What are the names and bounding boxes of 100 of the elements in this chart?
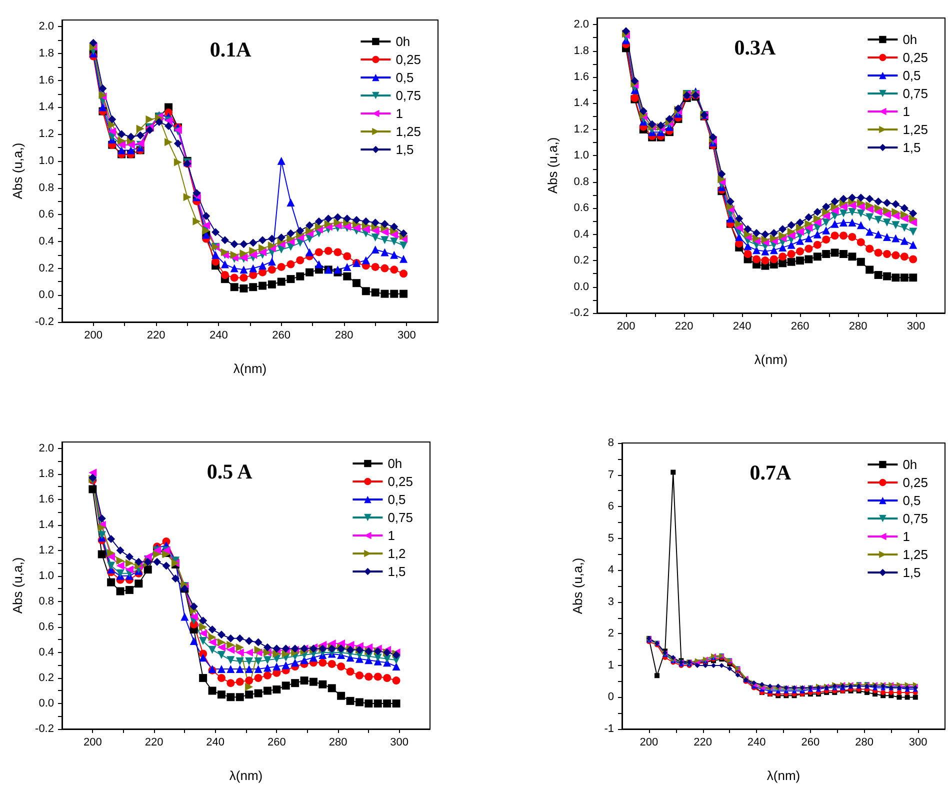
- x-axis-title: λ(nm): [233, 361, 267, 376]
- legend-label: 0,5: [396, 70, 414, 85]
- x-tick-label: 220: [674, 320, 694, 332]
- legend-label: 0h: [902, 457, 918, 472]
- legend-label: 0,75: [902, 86, 928, 101]
- y-tick-label: 0.2: [38, 672, 54, 684]
- y-tick-label: 0.0: [574, 280, 589, 293]
- y-axis-title: Abs (u,a,): [570, 558, 585, 614]
- legend-label: 1,2: [388, 546, 406, 561]
- x-tick-label: 240: [209, 330, 228, 342]
- text: 0.7A: [750, 460, 792, 484]
- y-tick-label: 1.0: [574, 150, 589, 162]
- legend-label: 0,75: [902, 511, 928, 526]
- legend-label: 1,5: [388, 564, 406, 579]
- legend-label: 0h: [902, 32, 918, 47]
- legend-label: 1,5: [902, 565, 921, 580]
- y-tick-label: 1.0: [38, 154, 54, 167]
- y-tick-label: -0.2: [35, 316, 54, 328]
- y-tick-label: 0.4: [38, 646, 54, 658]
- legend-label: 0,25: [902, 475, 928, 490]
- y-tick-label: 0.0: [38, 289, 54, 302]
- y-tick-label: 1: [608, 659, 614, 672]
- legend-label: 0h: [388, 456, 402, 471]
- legend-label: 1,25: [902, 122, 928, 137]
- y-tick-label: 1.0: [38, 570, 54, 582]
- x-tick-label: 300: [908, 736, 928, 748]
- x-tick-label: 220: [144, 736, 164, 748]
- legend-label: 0,75: [396, 88, 422, 103]
- y-tick-label: 1.2: [38, 544, 54, 556]
- y-tick-label: 2.0: [38, 442, 54, 454]
- y-tick-label: 0.6: [38, 620, 54, 633]
- legend-label: 1,25: [396, 124, 422, 139]
- y-tick-label: 1.8: [574, 44, 589, 57]
- y-tick-label: 0.8: [38, 595, 54, 608]
- x-tick-label: 300: [390, 736, 409, 748]
- x-tick-label: 200: [83, 736, 102, 748]
- x-tick-label: 300: [906, 320, 926, 332]
- text: 0.5 A: [206, 460, 254, 484]
- y-tick-label: 0.8: [38, 182, 54, 194]
- y-axis-title: Abs (u,a,): [545, 137, 560, 194]
- y-tick-label: 0.2: [574, 254, 589, 267]
- y-tick-label: 2: [608, 628, 614, 640]
- legend-label: 0,25: [388, 474, 414, 489]
- legend-label: 1,5: [902, 140, 921, 155]
- x-tick-label: 300: [397, 330, 416, 342]
- y-tick-label: 0.4: [38, 235, 54, 248]
- x-tick-label: 240: [206, 736, 225, 748]
- legend-label: 0,5: [388, 492, 406, 507]
- x-tick-label: 280: [848, 320, 868, 332]
- y-tick-label: 0.0: [38, 697, 54, 710]
- x-tick-label: 260: [267, 736, 286, 748]
- y-tick-label: 2.0: [574, 18, 589, 31]
- y-tick-label: 1.8: [38, 468, 54, 480]
- y-tick-label: 1.6: [38, 493, 54, 506]
- x-tick-label: 280: [334, 330, 354, 342]
- y-tick-label: 1.2: [574, 123, 589, 136]
- x-axis-title: λ(nm): [754, 352, 788, 367]
- y-tick-label: 0.4: [574, 228, 589, 240]
- legend-label: 0,25: [902, 50, 928, 65]
- x-axis-title: λ(nm): [229, 768, 263, 783]
- y-tick-label: 0: [608, 691, 614, 704]
- y-tick-label: 1.4: [574, 97, 589, 110]
- text: 0.1A: [210, 38, 252, 62]
- y-tick-label: 0.8: [574, 176, 589, 188]
- legend-label: 0,25: [396, 52, 422, 67]
- y-tick-label: 4: [608, 564, 614, 576]
- y-tick-label: 8: [608, 437, 614, 449]
- x-tick-label: 260: [801, 736, 820, 748]
- y-tick-label: 2.0: [38, 20, 54, 33]
- x-tick-label: 240: [732, 320, 752, 332]
- y-tick-label: 1.4: [38, 101, 54, 114]
- y-tick-label: 1.2: [38, 128, 54, 140]
- x-tick-label: 280: [328, 736, 348, 748]
- y-tick-label: -0.2: [35, 723, 54, 735]
- y-tick-label: -0.2: [570, 307, 589, 319]
- legend-label: 1: [388, 528, 395, 543]
- y-tick-label: 1.6: [38, 74, 54, 86]
- legend-label: 1,25: [902, 547, 928, 562]
- y-tick-label: 0.6: [574, 202, 589, 214]
- y-tick-label: 1.4: [38, 518, 54, 531]
- legend-label: 0,5: [902, 68, 921, 83]
- x-tick-label: 240: [747, 736, 766, 748]
- y-tick-label: -1: [604, 723, 614, 735]
- y-tick-label: 0.2: [38, 262, 54, 274]
- legend-label: 1: [902, 529, 910, 544]
- y-tick-label: 5: [608, 532, 614, 544]
- legend-label: 1: [396, 106, 403, 121]
- x-tick-label: 280: [855, 736, 874, 748]
- legend-label: 0,75: [388, 510, 414, 525]
- x-tick-label: 260: [790, 320, 810, 332]
- x-tick-label: 220: [146, 330, 166, 342]
- legend-label: 1,5: [396, 142, 414, 157]
- x-tick-label: 200: [616, 320, 636, 332]
- y-tick-label: 3: [608, 596, 614, 608]
- y-tick-label: 1.6: [574, 71, 589, 83]
- y-tick-label: 1.8: [38, 48, 54, 60]
- y-tick-label: 6: [608, 500, 614, 513]
- x-axis-title: λ(nm): [766, 768, 800, 783]
- x-tick-label: 220: [694, 736, 712, 748]
- y-axis-title: Abs (u,a,): [10, 142, 25, 200]
